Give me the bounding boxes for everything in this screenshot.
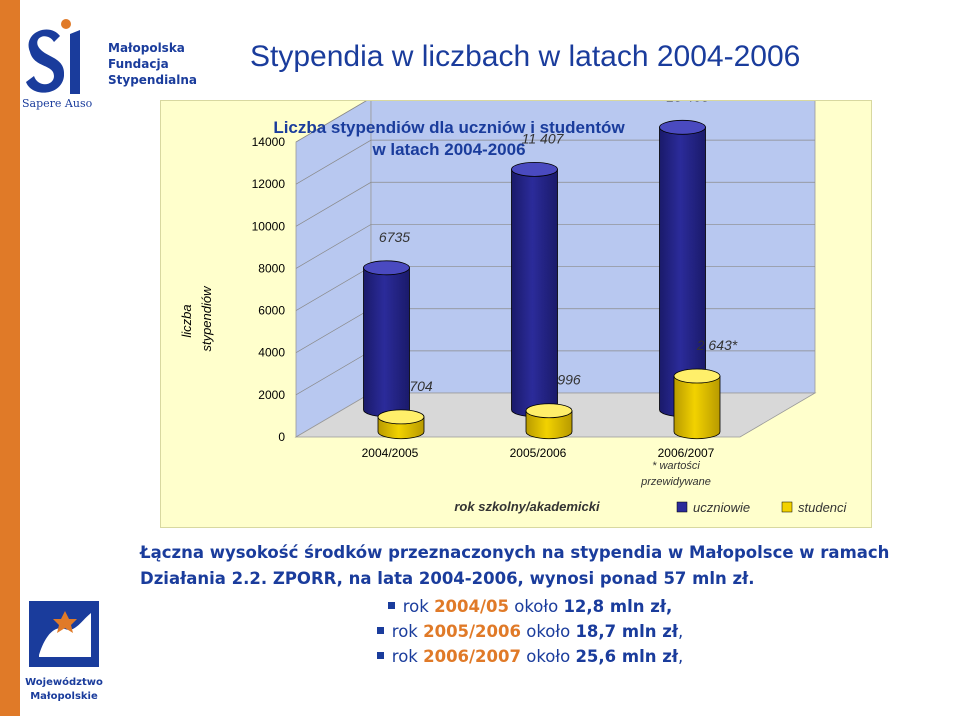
bar-uczniowie <box>511 161 558 418</box>
funding-prefix: rok <box>391 647 418 666</box>
x-axis-label: rok szkolny/akademicki <box>454 499 600 514</box>
bullet-square-icon <box>376 652 384 659</box>
data-label-studenci: 996 <box>557 372 581 388</box>
bar-studenci <box>377 409 425 440</box>
data-label-uczniowie: 11 407 <box>522 130 565 146</box>
bar-studenci <box>673 368 721 440</box>
y-axis-label-line2: stypendiów <box>199 285 214 352</box>
funding-item: rok 2004/05 około 12,8 mln zł, <box>140 594 920 619</box>
chart-panel: 0 2000 4000 6000 8000 10000 12000 14000 6735 11 … <box>160 100 872 528</box>
x-tick-label: 2006/2007 <box>658 446 715 460</box>
category-note-line2: przewidywane <box>640 476 711 488</box>
y-axis-label-line1: liczba <box>179 304 194 337</box>
y-tick-label: 14000 <box>252 135 286 149</box>
foundation-name-line3: Stypendialna <box>108 73 198 87</box>
sidebar-stripe <box>0 0 20 716</box>
legend-label-studenci: studenci <box>798 500 848 515</box>
funding-list: rok 2004/05 około 12,8 mln zł, rok 2005/… <box>140 594 920 669</box>
funding-year: 2006/2007 <box>423 647 521 666</box>
funding-amount: 18,7 mln zł <box>575 622 678 641</box>
y-axis-ticks: 0 2000 4000 6000 8000 10000 12000 14000 <box>252 135 286 444</box>
bar-top <box>511 161 558 177</box>
funding-amount: 25,6 mln zł <box>575 647 678 666</box>
data-label-studenci: 2 643* <box>696 337 738 353</box>
bar-body <box>363 267 410 418</box>
chart-side-wall <box>295 101 372 438</box>
legend-label-uczniowie: uczniowie <box>693 500 750 515</box>
voivodeship-line2: Małopolskie <box>30 691 98 702</box>
chart-title-line2: w latach 2004-2006 <box>371 140 525 159</box>
summary-text: Łączna wysokość środków przeznaczonych n… <box>140 540 920 669</box>
bar-chart: 0 2000 4000 6000 8000 10000 12000 14000 6735 11 … <box>179 101 848 515</box>
foundation-logo-graphic: Sapere Auso <box>20 12 112 111</box>
funding-year: 2004/05 <box>434 597 509 616</box>
foundation-name-line1: Małopolska <box>108 41 185 55</box>
legend-swatch-studenci <box>781 501 793 513</box>
foundation-logo: Sapere Auso <box>20 12 112 111</box>
bar-studenci <box>525 403 573 440</box>
chart-bars <box>363 119 721 440</box>
funding-mid: około <box>526 622 571 641</box>
y-tick-label: 10000 <box>252 219 286 233</box>
category-note-line1: * wartości <box>652 460 700 472</box>
bar-top <box>659 119 706 135</box>
funding-trail: , <box>677 622 684 641</box>
bullet-square-icon <box>387 602 395 609</box>
x-tick-label: 2004/2005 <box>362 446 419 460</box>
foundation-name-line2: Fundacja <box>108 57 169 71</box>
data-label-uczniowie: 6735 <box>379 229 410 245</box>
y-tick-label: 2000 <box>258 388 285 402</box>
data-label-uczniowie: 13 403* <box>666 101 715 104</box>
voivodeship-line1: Województwo <box>25 676 103 688</box>
x-tick-label: 2005/2006 <box>510 446 567 460</box>
voivodeship-emblem: Województwo Małopolskie <box>25 601 103 702</box>
bar-body <box>673 375 721 440</box>
bar-body <box>525 410 573 440</box>
funding-prefix: rok <box>391 622 418 641</box>
slide-title: Stypendia w liczbach w latach 2004-2006 <box>250 40 801 73</box>
y-tick-label: 6000 <box>258 304 285 318</box>
summary-line1: Łączna wysokość środków przeznaczonych n… <box>140 543 890 562</box>
funding-item: rok 2005/2006 około 18,7 mln zł, <box>140 619 920 644</box>
foundation-name: Małopolska Fundacja Stypendialna <box>108 40 197 88</box>
y-tick-label: 12000 <box>252 177 286 191</box>
y-tick-label: 8000 <box>258 261 285 275</box>
funding-year: 2005/2006 <box>423 622 521 641</box>
data-labels: 6735 11 407 13 403* 704 996 2 643* <box>379 101 738 394</box>
funding-amount: 12,8 mln zł, <box>563 597 673 616</box>
funding-trail: , <box>677 647 684 666</box>
funding-prefix: rok <box>402 597 429 616</box>
chart-legend: uczniowie studenci <box>676 500 848 515</box>
foundation-motto: Sapere Auso <box>22 97 93 110</box>
chart-title-line1: Liczba stypendiów dla uczniów i studentó… <box>273 118 625 137</box>
bar-top <box>363 260 410 276</box>
bar-top <box>673 368 721 384</box>
y-tick-label: 4000 <box>258 346 285 360</box>
bar-body <box>511 168 558 418</box>
funding-item: rok 2006/2007 około 25,6 mln zł, <box>140 644 920 669</box>
x-axis-ticks: 2004/2005 2005/2006 2006/2007 <box>362 446 715 460</box>
bar-top <box>377 409 425 425</box>
funding-mid: około <box>514 597 559 616</box>
voivodeship-logo: Województwo Małopolskie <box>25 595 103 705</box>
funding-mid: około <box>526 647 571 666</box>
y-tick-label: 0 <box>278 430 285 444</box>
legend-swatch-uczniowie <box>676 501 688 513</box>
data-label-studenci: 704 <box>409 378 433 394</box>
bar-top <box>525 403 573 419</box>
bar-uczniowie <box>363 260 410 418</box>
bullet-square-icon <box>376 627 384 634</box>
summary-line2: Działania 2.2. ZPORR, na lata 2004-2006,… <box>140 569 755 588</box>
gridline <box>295 101 367 143</box>
